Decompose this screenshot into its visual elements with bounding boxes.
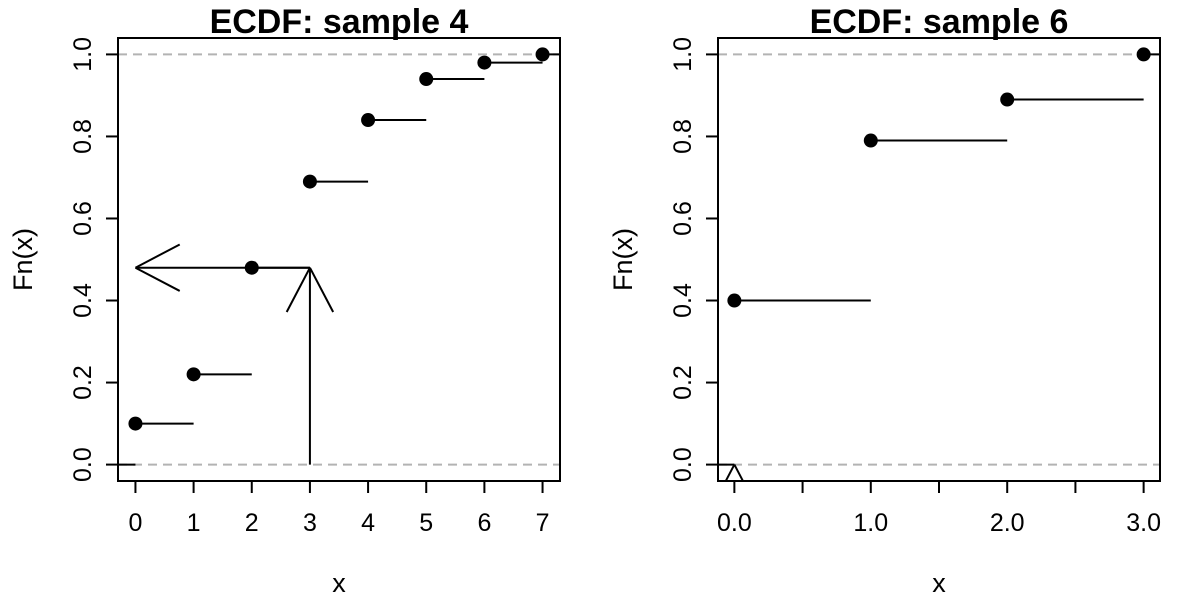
y-tick-label: 0.0 <box>669 447 697 482</box>
data-point <box>419 72 434 87</box>
x-tick-label: 1.0 <box>853 509 888 537</box>
chart-title: ECDF: sample 6 <box>810 3 1069 41</box>
x-tick-label: 2 <box>245 509 259 537</box>
arrow-annotation <box>725 464 744 481</box>
arrow-annotation <box>285 267 335 465</box>
arrow-annotation <box>134 243 310 292</box>
x-tick-label: 1 <box>187 509 201 537</box>
y-tick-label: 0.2 <box>669 365 697 400</box>
y-tick-label: 0.6 <box>669 201 697 236</box>
y-tick-label: 1.0 <box>669 37 697 72</box>
y-tick-label: 0.6 <box>69 201 97 236</box>
x-tick-label: 4 <box>361 509 375 537</box>
plot-frame <box>117 37 561 482</box>
data-point <box>244 260 259 275</box>
data-point <box>863 133 878 148</box>
y-tick-label: 0.2 <box>69 365 97 400</box>
y-tick-label: 0.8 <box>669 119 697 154</box>
x-axis-label: x <box>932 568 946 598</box>
x-tick-label: 3 <box>303 509 317 537</box>
y-tick-label: 0.0 <box>69 447 97 482</box>
data-point <box>361 113 376 128</box>
x-tick-label: 3.0 <box>1126 509 1161 537</box>
x-tick-label: 2.0 <box>990 509 1025 537</box>
y-axis-label: Fn(x) <box>8 228 38 291</box>
y-tick-label: 0.8 <box>69 119 97 154</box>
data-point <box>477 55 492 70</box>
x-tick-label: 5 <box>419 509 433 537</box>
x-tick-label: 6 <box>477 509 491 537</box>
data-point <box>186 367 201 382</box>
y-tick-label: 0.4 <box>69 283 97 318</box>
data-point <box>302 174 317 189</box>
plot-frame <box>717 37 1161 482</box>
data-point <box>1136 47 1151 62</box>
x-axis-label: x <box>332 568 346 598</box>
data-point <box>1000 92 1015 107</box>
y-tick-label: 0.4 <box>669 283 697 318</box>
x-tick-label: 7 <box>536 509 550 537</box>
y-tick-label: 1.0 <box>69 37 97 72</box>
chart-title: ECDF: sample 4 <box>210 3 469 41</box>
data-point <box>535 47 550 62</box>
x-tick-label: 0 <box>128 509 142 537</box>
x-tick-label: 0.0 <box>717 509 752 537</box>
data-point <box>128 416 143 431</box>
data-point <box>727 293 742 308</box>
chart-panel-2: ECDF: sample 6 x Fn(x) 0.0 1.0 2.0 3.0 0.0 0.2 0.… <box>608 3 1161 598</box>
y-axis-label: Fn(x) <box>608 228 638 291</box>
chart-panel-1: ECDF: sample 4 x Fn(x) 0 1 2 3 4 5 6 7 0.0 0.2 0.4 0.6… <box>8 3 561 598</box>
